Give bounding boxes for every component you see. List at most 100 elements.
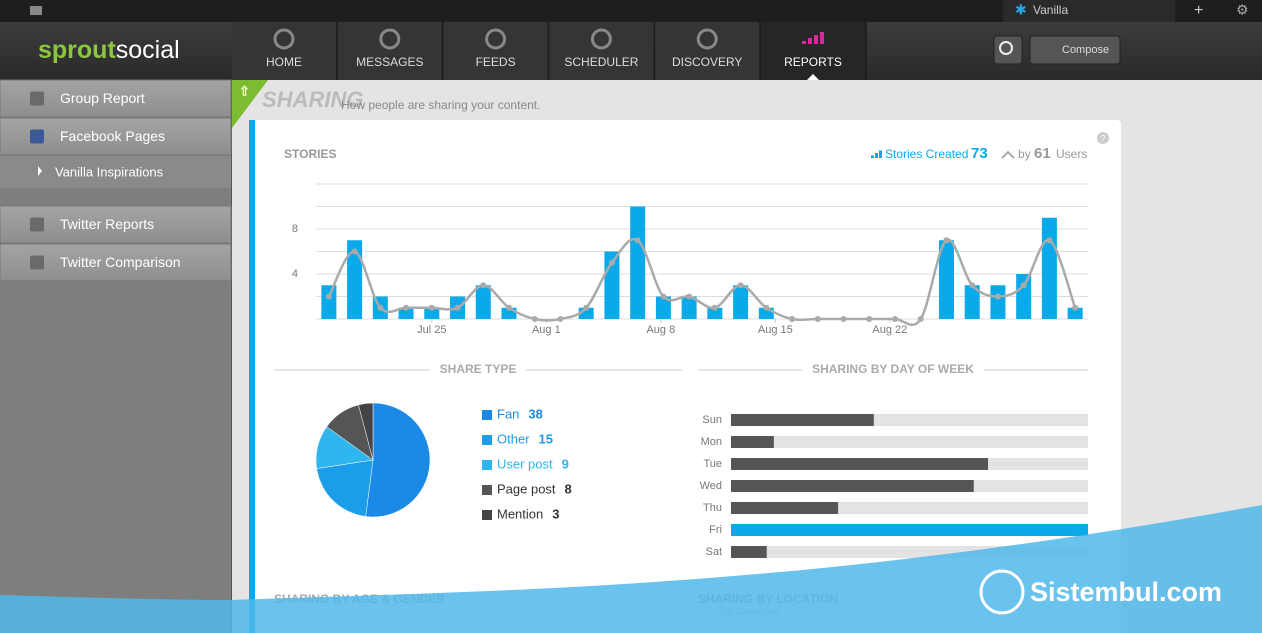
line-point: [325, 293, 332, 300]
line-point: [557, 316, 564, 322]
help-icon[interactable]: [1097, 132, 1109, 144]
legend-label: Fan: [497, 406, 519, 421]
bar: [475, 285, 491, 319]
bar: [655, 296, 671, 319]
search-button[interactable]: [993, 35, 1023, 65]
sidebar-label: Facebook Pages: [60, 128, 165, 144]
legend-bars-label: Stories Created: [885, 147, 968, 161]
nav-items: HOME MESSAGES FEEDS SCHEDULER DISCOVERY REPOR…: [0, 22, 867, 282]
account-name: Vanilla: [1033, 3, 1068, 17]
bar: [681, 296, 697, 319]
day-label: Sat: [705, 546, 722, 558]
line-point: [428, 304, 435, 311]
bar: [758, 307, 774, 319]
bar: [731, 436, 774, 448]
x-tick-label: Aug 1: [532, 324, 561, 336]
bar: [731, 458, 989, 470]
nav-icon: [814, 35, 818, 44]
legend-bars-icon: [875, 153, 878, 158]
users-prefix: by: [1018, 147, 1031, 161]
bar: [938, 240, 954, 319]
nav-item[interactable]: [443, 22, 548, 80]
bar: [731, 502, 839, 514]
line-point: [892, 316, 898, 322]
day-label: Tue: [703, 458, 722, 470]
day-label: Fri: [709, 524, 722, 536]
line-point: [840, 316, 847, 322]
x-tick-label: Aug 8: [646, 324, 675, 336]
legend-value: 3: [552, 506, 559, 521]
nav-divider: [336, 22, 338, 80]
nav-item[interactable]: [549, 22, 654, 80]
x-tick-label: Aug 22: [872, 324, 907, 336]
pie-slice: [365, 402, 431, 518]
bar: [501, 307, 517, 319]
line-point: [1020, 282, 1027, 289]
nav-icon: [696, 28, 718, 50]
legend-value: 15: [539, 431, 553, 446]
watermark-wave-left: [0, 595, 232, 633]
nav-icon: [485, 28, 507, 50]
legend-value: 38: [528, 406, 542, 421]
settings-icon[interactable]: ⚙: [1236, 2, 1249, 18]
add-icon[interactable]: +: [1194, 2, 1203, 19]
sidebar-label: Twitter Comparison: [60, 254, 181, 270]
nav-divider: [759, 22, 761, 80]
bar: [1041, 217, 1057, 319]
line-point: [943, 237, 950, 244]
sidebar-label: Vanilla Inspirations: [55, 164, 164, 179]
watermark-text: Sistembul.com: [1030, 577, 1222, 607]
line-point: [1046, 237, 1053, 244]
users-total: 61: [1034, 145, 1051, 162]
line-point: [480, 282, 487, 289]
bar: [1016, 274, 1032, 319]
legend-bars-icon: [879, 150, 882, 158]
legend-swatch: [482, 410, 492, 420]
sidebar-edge: [231, 80, 232, 633]
line-point: [737, 282, 744, 289]
bar: [731, 414, 874, 426]
x-tick-label: Jul 25: [417, 324, 446, 336]
mail-icon[interactable]: [30, 6, 42, 15]
compose-label: Compose: [1062, 44, 1109, 56]
legend-value: 9: [562, 456, 569, 471]
sidebar-icon: [30, 217, 44, 232]
bar: [990, 285, 1006, 319]
search-icon: [999, 41, 1013, 55]
pie-slice: [358, 402, 374, 461]
line-point: [634, 237, 641, 244]
line-point: [814, 316, 821, 322]
bar: [321, 285, 337, 319]
nav-item[interactable]: [337, 22, 442, 80]
nav-label: DISCOVERY: [672, 55, 742, 69]
nav-divider: [441, 22, 444, 80]
nav-icon: [273, 28, 295, 50]
logo-social: social: [116, 36, 180, 64]
nav-label: FEEDS: [476, 55, 516, 69]
sub-caret: [38, 166, 42, 176]
legend-label: Mention: [497, 506, 543, 521]
line-point: [994, 293, 1001, 300]
card-accent: [249, 120, 255, 633]
nav-item[interactable]: [232, 22, 336, 80]
bar: [630, 206, 646, 319]
nav-item[interactable]: [655, 22, 760, 80]
nav-divider: [547, 22, 550, 80]
logo-sprout: sprout: [38, 36, 116, 64]
line-point: [1072, 304, 1079, 311]
compose-button[interactable]: [1029, 35, 1121, 65]
nav-icon: [820, 32, 824, 44]
nav-item[interactable]: [761, 22, 865, 80]
logo[interactable]: sproutsocial: [38, 36, 180, 64]
bar: [578, 307, 594, 319]
page-subtitle: How people are sharing your content.: [341, 98, 540, 112]
bar: [398, 307, 414, 319]
active-pointer: [807, 74, 819, 80]
day-label: Thu: [703, 502, 722, 514]
nav-divider: [865, 22, 867, 80]
nav-divider: [653, 22, 656, 80]
nav-label: HOME: [266, 55, 302, 69]
legend-value: 8: [565, 481, 572, 496]
account-select[interactable]: [1003, 0, 1175, 22]
